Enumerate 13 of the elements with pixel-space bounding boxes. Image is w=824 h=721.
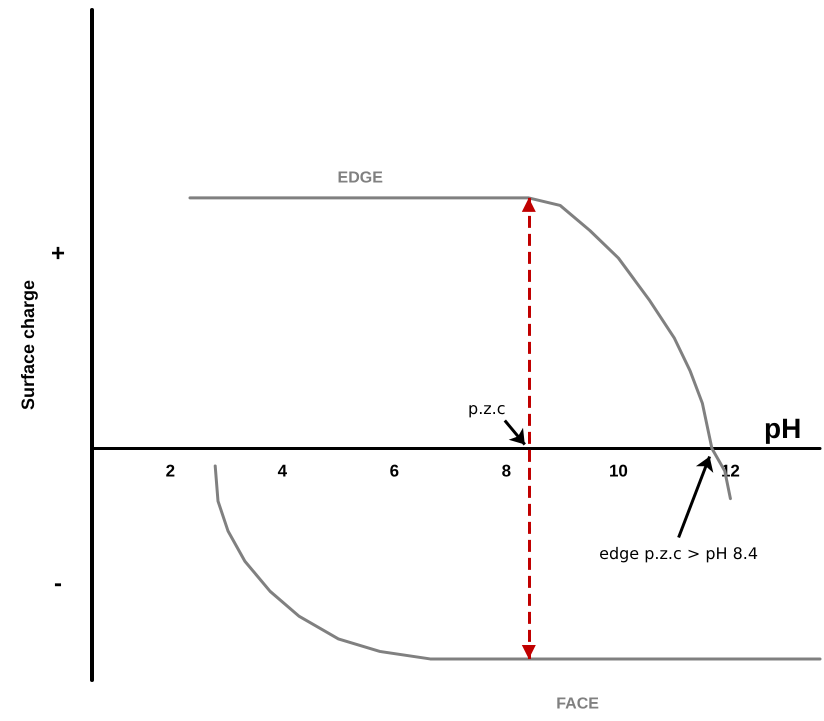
x-tick-label: 10 [608, 461, 628, 480]
series-label: EDGE [338, 169, 384, 186]
x-tick-label: 2 [166, 461, 176, 480]
text: - [54, 570, 62, 597]
x-axis-title: pH [764, 412, 802, 444]
annotation: p.z.c [468, 398, 506, 418]
x-tick-label: 6 [390, 461, 400, 480]
x-tick-label: 4 [278, 461, 288, 480]
x-tick-label: 8 [502, 461, 512, 480]
text: FACE [556, 695, 600, 712]
y-axis-title: Surface charge [18, 280, 38, 410]
text: + [50, 240, 66, 267]
annotation: edge p.z.c > pH 8.4 [599, 544, 758, 563]
